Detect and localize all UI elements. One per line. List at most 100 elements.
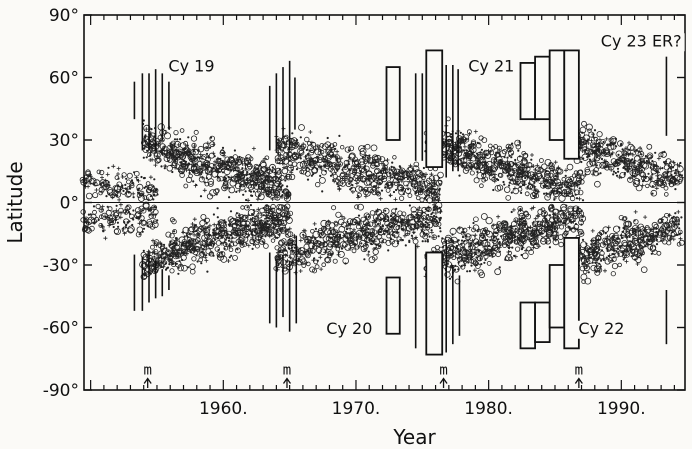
sunspot-dot — [287, 156, 290, 159]
sunspot-circle — [160, 244, 166, 250]
sunspot-cross — [363, 176, 368, 181]
sunspot-circle — [372, 214, 380, 221]
sunspot-dot — [480, 234, 483, 237]
sunspot-dot — [283, 249, 286, 252]
sunspot-circle — [611, 256, 617, 262]
sunspot-dot — [595, 164, 598, 167]
sunspot-circle — [319, 248, 327, 256]
sunspot-dot — [439, 216, 442, 219]
sunspot-circle — [539, 158, 544, 163]
sunspot-points — [79, 116, 685, 285]
sunspot-dot — [143, 176, 146, 180]
sunspot-dot — [417, 213, 420, 217]
sunspot-circle — [645, 238, 653, 246]
sunspot-dot — [620, 142, 623, 145]
sunspot-dot — [537, 178, 540, 181]
y-tick-label: 90° — [49, 6, 79, 26]
sunspot-cross — [654, 186, 659, 191]
sunspot-circle — [438, 246, 444, 252]
sunspot-circle — [578, 215, 587, 223]
sunspot-circle — [658, 218, 664, 224]
sunspot-cross — [414, 235, 418, 240]
sunspot-circle — [129, 183, 135, 189]
sunspot-cross — [672, 222, 677, 227]
sunspot-circle — [463, 256, 470, 263]
sunspot-circle — [514, 139, 521, 147]
sunspot-circle — [159, 252, 167, 260]
sunspot-circle — [246, 161, 252, 168]
sunspot-dot — [272, 216, 275, 219]
sunspot-dot — [510, 210, 513, 214]
sunspot-dot — [281, 184, 284, 187]
sunspot-cross — [482, 245, 487, 249]
sunspot-dot — [152, 198, 155, 201]
sunspot-circle — [576, 169, 583, 177]
sunspot-circle — [662, 182, 667, 187]
sunspot-circle — [476, 172, 484, 180]
sunspot-dot — [260, 236, 263, 239]
sunspot-circle — [371, 156, 380, 164]
sunspot-circle — [114, 211, 120, 217]
sunspot-circle — [146, 221, 154, 228]
sunspot-dot — [252, 243, 255, 246]
sunspot-dot — [269, 215, 272, 218]
sunspot-circle — [364, 154, 371, 161]
sunspot-cross — [432, 181, 437, 186]
sunspot-cross — [410, 236, 415, 241]
sunspot-circle — [309, 266, 316, 273]
sunspot-dot — [615, 145, 618, 148]
sunspot-dot — [631, 158, 634, 161]
sunspot-circle — [228, 247, 234, 253]
sunspot-dot — [598, 262, 601, 265]
sunspot-cross — [429, 230, 434, 235]
sunspot-circle — [326, 243, 334, 251]
sunspot-circle — [265, 229, 273, 237]
sunspot-circle — [629, 169, 637, 177]
sunspot-circle — [580, 248, 586, 254]
sunspot-dot — [479, 257, 482, 260]
sunspot-circle — [177, 264, 185, 272]
sunspot-circle — [477, 269, 484, 276]
sunspot-dot — [145, 156, 148, 159]
sunspot-dot — [189, 251, 192, 254]
sunspot-dot — [192, 180, 195, 183]
sunspot-circle — [585, 123, 593, 131]
sunspot-circle — [141, 262, 148, 269]
sunspot-circle — [322, 235, 330, 243]
sunspot-dot — [365, 240, 368, 243]
sunspot-dot — [336, 182, 339, 185]
sunspot-circle — [350, 164, 357, 171]
sunspot-circle — [478, 135, 484, 141]
sunspot-dot — [320, 232, 323, 236]
sunspot-circle — [407, 213, 415, 221]
sunspot-circle — [245, 163, 252, 171]
sunspot-dot — [626, 170, 629, 173]
sunspot-dot — [460, 239, 464, 242]
sunspot-circle — [235, 167, 240, 172]
sunspot-cross — [369, 238, 374, 243]
sunspot-dot — [339, 163, 342, 166]
sunspot-dot — [366, 156, 369, 159]
sunspot-dot — [319, 166, 322, 169]
sunspot-cross — [213, 159, 217, 164]
sunspot-dot — [176, 157, 179, 160]
sunspot-cross — [411, 230, 416, 235]
sunspot-circle — [528, 249, 534, 256]
sunspot-dot — [180, 244, 183, 247]
sunspot-dot — [388, 172, 391, 175]
sunspot-circle — [547, 204, 555, 212]
sunspot-circle — [386, 233, 391, 239]
sunspot-circle — [216, 157, 221, 163]
sunspot-dot — [87, 213, 90, 216]
sunspot-circle — [305, 154, 312, 161]
sunspot-circle — [541, 163, 548, 170]
sunspot-dot — [567, 185, 570, 189]
sunspot-circle — [640, 236, 645, 242]
sunspot-circle — [274, 194, 281, 201]
sunspot-dot — [510, 191, 513, 194]
sunspot-circle — [425, 189, 431, 195]
sunspot-cross — [190, 222, 195, 226]
sunspot-circle — [96, 169, 102, 175]
sunspot-dot — [287, 193, 290, 196]
sunspot-dot — [224, 229, 227, 232]
